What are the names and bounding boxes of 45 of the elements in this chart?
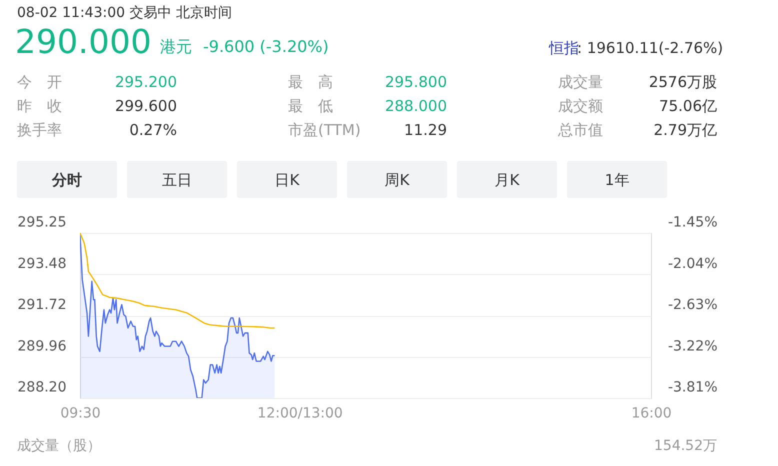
text: 最 高 <box>288 73 333 91</box>
text: 昨 收 <box>17 97 62 115</box>
text: 288.000 <box>384 97 447 115</box>
chart-title: 08-02 11:43:00 交易中 北京时间 <box>17 5 232 21</box>
text: 1年 <box>604 171 630 189</box>
text: 总市值 <box>557 121 603 139</box>
text: 154.52万 <box>654 438 717 454</box>
text: : 19610.11(-2.76%) <box>577 39 724 57</box>
y-tick-label: 289.96 <box>18 338 67 354</box>
y-tick-label: 288.20 <box>18 380 66 396</box>
text: 换手率 <box>17 121 62 139</box>
text: -9.600 (-3.20%) <box>203 37 329 56</box>
x-tick-label: 16:00 <box>631 406 672 422</box>
text: 日K <box>274 171 301 189</box>
text: 295.800 <box>384 73 447 91</box>
text: 市盈(TTM) <box>288 121 361 139</box>
y-tick-label: 291.72 <box>18 297 66 314</box>
y-tick-label: 293.48 <box>18 256 66 272</box>
text: 月K <box>494 171 521 189</box>
y2-tick-label: -3.81% <box>668 380 718 396</box>
y2-tick-label: -2.63% <box>668 297 718 313</box>
x-tick-label: 12:00/13:00 <box>257 406 343 422</box>
text: 成交量（股） <box>17 438 101 454</box>
text: 港元 <box>160 37 192 56</box>
text: 11.29 <box>404 121 447 139</box>
text: 恒指 <box>548 39 579 57</box>
text: 今 开 <box>17 73 62 91</box>
text: 0.27% <box>129 121 177 139</box>
text: 299.600 <box>114 97 177 115</box>
text: 75.06亿 <box>659 97 717 115</box>
x-tick-label: 09:30 <box>60 406 101 422</box>
text: 成交量 <box>558 73 603 91</box>
text: 最 低 <box>288 97 333 115</box>
text: 2576万股 <box>648 73 717 91</box>
y2-tick-label: -1.45% <box>668 214 718 230</box>
y2-tick-label: -3.22% <box>668 338 718 354</box>
y2-tick-label: -2.04% <box>668 256 718 272</box>
y-tick-label: 295.25 <box>18 214 66 230</box>
text: 290.000 <box>15 22 152 61</box>
text: 2.79万亿 <box>654 121 717 139</box>
text: 295.200 <box>114 73 177 91</box>
text: 周K <box>384 171 411 189</box>
text: 分时 <box>51 171 82 189</box>
text: 五日 <box>162 171 192 189</box>
text: 成交额 <box>558 97 603 115</box>
